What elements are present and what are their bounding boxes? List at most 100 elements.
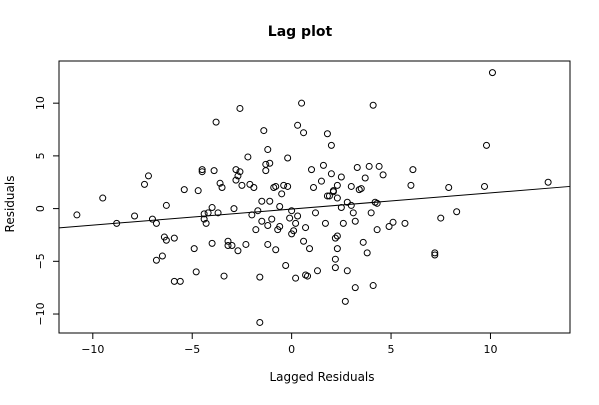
data-point	[351, 284, 359, 292]
data-point	[288, 207, 296, 215]
data-point	[282, 262, 290, 270]
data-point	[170, 277, 178, 285]
data-point	[228, 241, 236, 249]
data-point	[236, 104, 244, 112]
data-point	[198, 168, 206, 176]
data-point	[210, 167, 218, 175]
data-point	[99, 194, 107, 202]
data-point	[286, 214, 294, 222]
data-point	[300, 237, 308, 245]
data-point	[401, 219, 409, 227]
data-point	[232, 176, 240, 184]
data-point	[290, 227, 298, 235]
trend-line-layer	[58, 185, 571, 229]
data-point	[333, 181, 341, 189]
data-point	[347, 182, 355, 190]
data-point	[327, 141, 335, 149]
data-point	[192, 268, 200, 276]
points-layer	[73, 69, 552, 326]
data-point	[329, 187, 337, 195]
data-point	[176, 277, 184, 285]
data-point	[158, 252, 166, 260]
data-point	[152, 219, 160, 227]
data-point	[252, 226, 260, 234]
data-point	[180, 186, 188, 194]
y-tick-label: 0	[34, 205, 47, 212]
x-tick-label: −5	[184, 343, 200, 356]
data-point	[244, 153, 252, 161]
data-point	[488, 69, 496, 77]
data-point	[194, 187, 202, 195]
y-tick-label: 10	[34, 96, 47, 110]
data-point	[162, 236, 170, 244]
data-point	[258, 197, 266, 205]
data-point	[272, 246, 280, 254]
data-point	[321, 219, 329, 227]
data-point	[266, 197, 274, 205]
data-point	[369, 282, 377, 290]
data-point	[258, 217, 266, 225]
data-point	[264, 240, 272, 248]
data-point	[264, 221, 272, 229]
data-point	[214, 209, 222, 217]
data-point	[333, 194, 341, 202]
data-point	[367, 209, 375, 217]
data-point	[339, 219, 347, 227]
data-point	[238, 181, 246, 189]
plot-frame	[58, 60, 571, 334]
data-point	[266, 159, 274, 167]
data-point	[204, 209, 212, 217]
data-point	[272, 182, 280, 190]
data-point	[202, 219, 210, 227]
y-tick-label: −10	[34, 302, 47, 325]
data-point	[379, 171, 387, 179]
data-point	[481, 182, 489, 190]
data-point	[250, 184, 258, 192]
data-point	[331, 234, 339, 242]
data-point	[148, 215, 156, 223]
data-point	[317, 177, 325, 185]
data-point	[544, 178, 552, 186]
data-point	[236, 168, 244, 176]
data-point	[409, 166, 417, 174]
data-point	[220, 272, 228, 280]
data-point	[208, 204, 216, 212]
data-point	[407, 181, 415, 189]
y-axis-label: Residuals	[3, 176, 17, 233]
data-point	[284, 154, 292, 162]
data-point	[373, 226, 381, 234]
plot-frame-layer	[58, 60, 571, 334]
data-point	[353, 163, 361, 171]
data-point	[323, 192, 331, 200]
data-point	[256, 318, 264, 326]
data-point	[248, 211, 256, 219]
data-point	[361, 174, 369, 182]
data-point	[308, 166, 316, 174]
data-point	[284, 182, 292, 190]
data-point	[337, 204, 345, 212]
x-tick-label: 10	[483, 343, 497, 356]
data-point	[224, 241, 232, 249]
data-point	[113, 219, 121, 227]
data-point	[365, 162, 373, 170]
data-point	[325, 192, 333, 200]
data-point	[369, 101, 377, 109]
x-tick-label: 0	[288, 343, 295, 356]
data-point	[310, 184, 318, 192]
x-axis-label: Lagged Residuals	[269, 370, 374, 384]
data-point	[254, 207, 262, 215]
data-point	[294, 121, 302, 129]
data-point	[208, 239, 216, 247]
data-point	[73, 211, 81, 219]
data-point	[264, 146, 272, 154]
data-point	[212, 118, 220, 126]
data-point	[375, 162, 383, 170]
data-point	[230, 205, 238, 213]
data-point	[351, 217, 359, 225]
data-point	[306, 245, 314, 253]
data-point	[331, 264, 339, 272]
data-point	[304, 272, 312, 280]
data-point	[260, 127, 268, 135]
